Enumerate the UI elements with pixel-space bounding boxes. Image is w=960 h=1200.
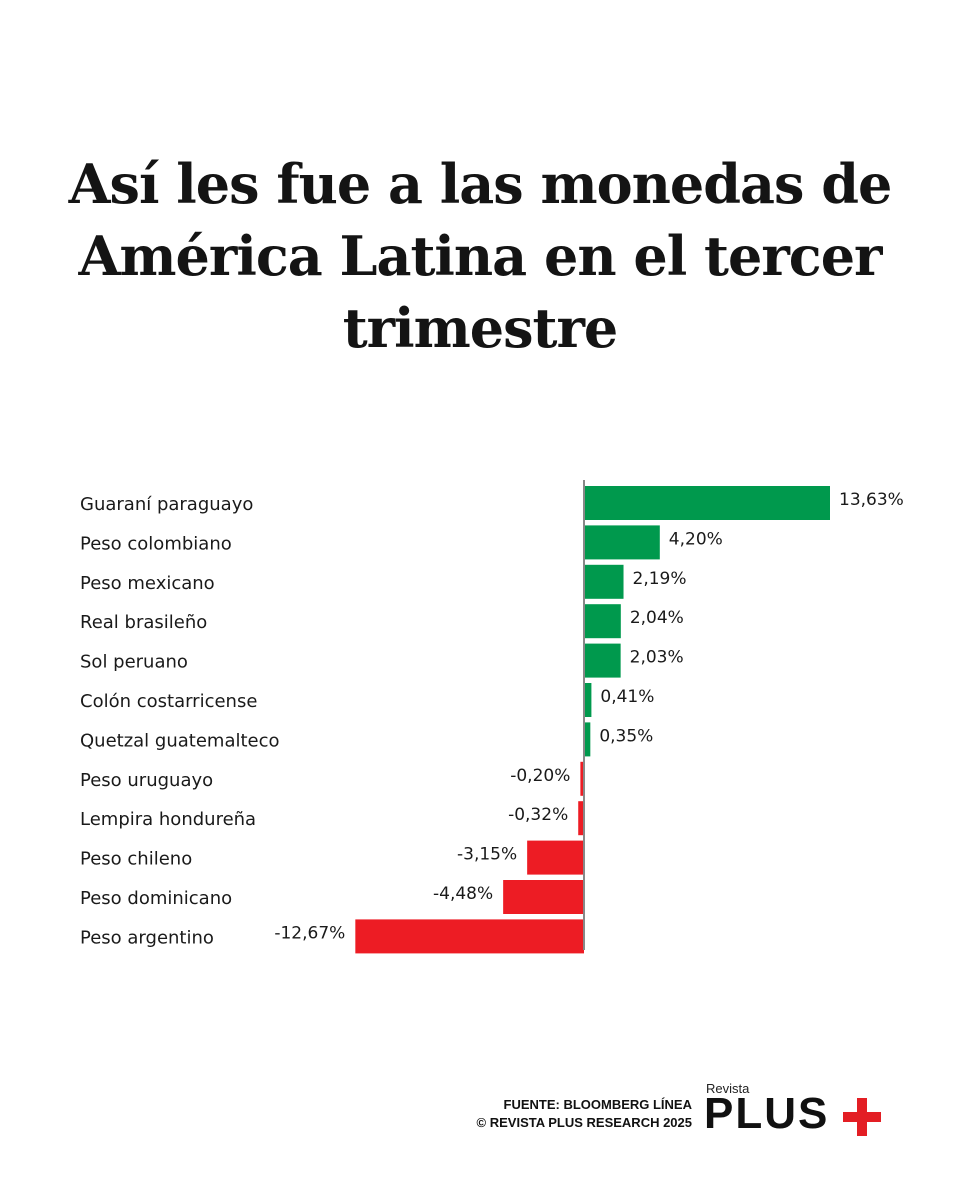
category-label: Peso mexicano: [80, 573, 215, 594]
value-label: 0,35%: [599, 726, 653, 746]
bar: [580, 761, 584, 796]
bar: [527, 840, 584, 875]
value-label: -3,15%: [457, 845, 517, 865]
category-label: Peso dominicano: [80, 888, 232, 909]
category-label: Sol peruano: [80, 652, 188, 673]
bar: [584, 722, 591, 757]
bar: [355, 919, 584, 954]
value-label: -12,67%: [274, 923, 345, 943]
value-label: 0,41%: [600, 687, 654, 707]
source-text: FUENTE: BLOOMBERG LÍNEA: [503, 1097, 693, 1112]
category-label: Peso uruguayo: [80, 770, 213, 791]
revista-plus-logo: Revista PLUS: [704, 1081, 884, 1138]
logo-small-text: Revista: [706, 1081, 750, 1096]
value-label: 2,03%: [630, 648, 684, 668]
category-label: Peso colombiano: [80, 533, 232, 554]
bar-chart: Guaraní paraguayo Peso colombiano Peso mex…: [80, 480, 904, 954]
value-label: 4,20%: [669, 529, 723, 549]
category-label: Lempira hondureña: [80, 809, 256, 830]
category-label: Real brasileño: [80, 612, 207, 633]
bar: [584, 683, 592, 717]
value-label: 2,19%: [633, 569, 687, 589]
bar: [584, 564, 624, 599]
chart-title: Así les fue a las monedas de América Lat…: [68, 152, 893, 360]
bar: [578, 801, 584, 836]
value-label: 2,04%: [630, 608, 684, 628]
category-label: Quetzal guatemalteco: [80, 730, 280, 751]
value-label: 13,63%: [839, 490, 904, 510]
plus-cross-icon: [843, 1098, 881, 1136]
logo-word: PLUS: [704, 1089, 830, 1138]
value-label: -4,48%: [433, 884, 493, 904]
bar: [584, 525, 660, 560]
bar: [584, 643, 621, 678]
source-credit: FUENTE: BLOOMBERG LÍNEA © REVISTA PLUS R…: [470, 1096, 692, 1132]
bar: [584, 486, 830, 520]
category-label: Guaraní paraguayo: [80, 494, 253, 515]
category-label: Peso chileno: [80, 849, 192, 870]
category-label: Peso argentino: [80, 927, 214, 948]
category-label: Colón costarricense: [80, 691, 257, 712]
value-label: -0,32%: [508, 805, 568, 825]
copyright-text: © REVISTA PLUS RESEARCH 2025: [476, 1115, 692, 1130]
value-label: -0,20%: [510, 766, 570, 786]
plus-cross-vertical: [857, 1098, 867, 1136]
bar: [503, 880, 584, 914]
bar: [584, 604, 621, 639]
